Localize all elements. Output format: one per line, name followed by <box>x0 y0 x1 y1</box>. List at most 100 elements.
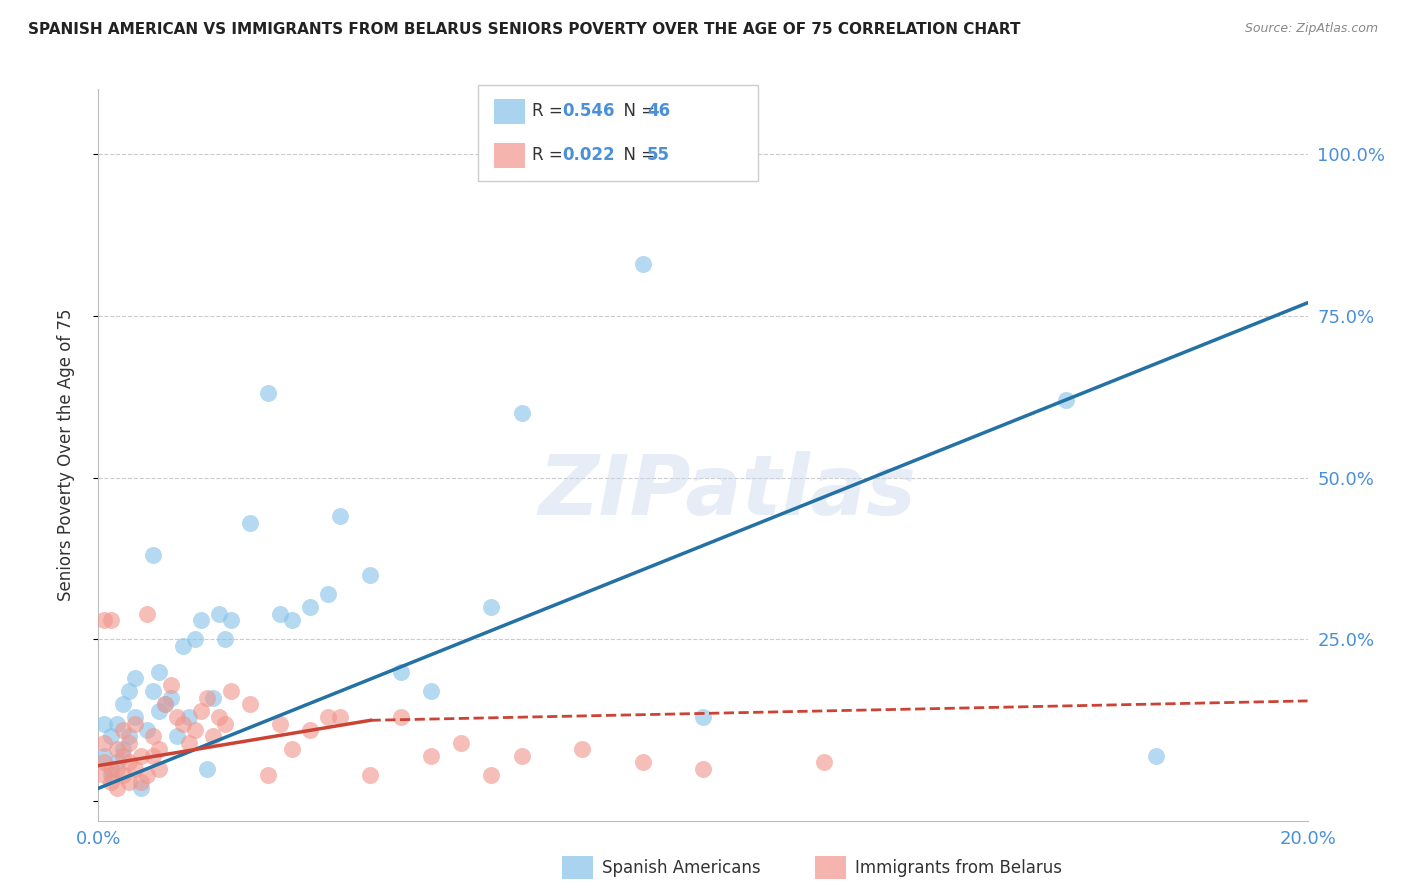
Point <box>93 748 115 763</box>
Point <box>118 756 141 770</box>
Point <box>135 768 157 782</box>
Point <box>389 665 412 679</box>
Point <box>450 736 472 750</box>
Point <box>100 774 122 789</box>
Point <box>124 710 146 724</box>
Point <box>124 762 146 776</box>
Point <box>129 774 152 789</box>
Point <box>184 632 207 647</box>
Point <box>148 665 170 679</box>
Point <box>100 730 122 744</box>
Point <box>129 748 152 763</box>
Point <box>135 607 157 621</box>
Point <box>93 756 115 770</box>
Point <box>124 671 146 685</box>
Point <box>256 386 278 401</box>
Point <box>135 723 157 737</box>
Point <box>105 762 128 776</box>
Point <box>269 716 291 731</box>
Point <box>299 600 322 615</box>
Text: SPANISH AMERICAN VS IMMIGRANTS FROM BELARUS SENIORS POVERTY OVER THE AGE OF 75 C: SPANISH AMERICAN VS IMMIGRANTS FROM BELA… <box>28 22 1021 37</box>
Point <box>105 716 128 731</box>
Point <box>692 762 714 776</box>
Point <box>100 613 122 627</box>
Point <box>179 710 201 724</box>
Point <box>202 690 225 705</box>
Point <box>148 762 170 776</box>
Point <box>190 613 212 627</box>
Text: Immigrants from Belarus: Immigrants from Belarus <box>855 859 1062 877</box>
Point <box>124 716 146 731</box>
Point <box>316 587 339 601</box>
Point <box>420 684 443 698</box>
Point <box>160 690 183 705</box>
Point <box>1054 392 1077 407</box>
Point <box>105 742 128 756</box>
Point <box>100 762 122 776</box>
Point <box>329 509 352 524</box>
Point <box>208 710 231 724</box>
Point <box>179 736 201 750</box>
Point <box>93 768 115 782</box>
Point <box>111 748 134 763</box>
Point <box>329 710 352 724</box>
Point <box>142 730 165 744</box>
Point <box>256 768 278 782</box>
Point <box>299 723 322 737</box>
Point <box>100 768 122 782</box>
Point <box>316 710 339 724</box>
Point <box>93 716 115 731</box>
Point <box>571 742 593 756</box>
Point <box>148 704 170 718</box>
Point <box>239 697 262 711</box>
Point <box>221 684 243 698</box>
Point <box>195 762 218 776</box>
Point <box>111 742 134 756</box>
Text: 55: 55 <box>647 146 671 164</box>
Point <box>360 567 382 582</box>
Point <box>269 607 291 621</box>
Point <box>105 781 128 796</box>
Point <box>93 613 115 627</box>
Point <box>281 613 304 627</box>
Point <box>281 742 304 756</box>
Point <box>142 548 165 562</box>
Point <box>111 723 134 737</box>
Point <box>160 678 183 692</box>
Point <box>184 723 207 737</box>
Point <box>481 600 503 615</box>
Point <box>111 768 134 782</box>
Point <box>118 684 141 698</box>
Text: Spanish Americans: Spanish Americans <box>602 859 761 877</box>
Text: 46: 46 <box>647 103 671 120</box>
Point <box>214 716 236 731</box>
Point <box>813 756 835 770</box>
Text: R =: R = <box>531 103 568 120</box>
Point <box>510 406 533 420</box>
Point <box>510 748 533 763</box>
Point <box>239 516 262 530</box>
Text: 0.022: 0.022 <box>562 146 616 164</box>
Point <box>195 690 218 705</box>
Text: 0.546: 0.546 <box>562 103 616 120</box>
Point <box>208 607 231 621</box>
Point <box>190 704 212 718</box>
Text: R =: R = <box>531 146 568 164</box>
Point <box>202 730 225 744</box>
Point <box>631 756 654 770</box>
Point <box>166 710 188 724</box>
Point <box>111 697 134 711</box>
Point <box>153 697 176 711</box>
Point <box>420 748 443 763</box>
Point <box>118 736 141 750</box>
Point <box>93 736 115 750</box>
Point <box>1144 748 1167 763</box>
Point <box>631 257 654 271</box>
Point <box>221 613 243 627</box>
Point <box>692 710 714 724</box>
Point <box>148 742 170 756</box>
Text: N =: N = <box>613 103 661 120</box>
Text: Source: ZipAtlas.com: Source: ZipAtlas.com <box>1244 22 1378 36</box>
Point <box>118 774 141 789</box>
Point <box>142 684 165 698</box>
